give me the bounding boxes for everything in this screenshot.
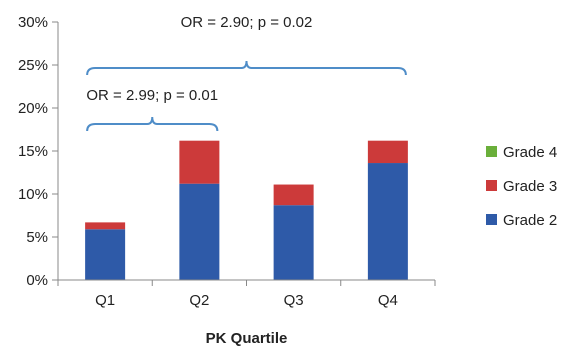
x-tick-label-q3: Q3	[284, 292, 304, 309]
y-tick-label: 10%	[18, 186, 48, 203]
legend: Grade 4 Grade 3 Grade 2	[486, 144, 557, 229]
y-tick-label: 20%	[18, 100, 48, 117]
bar-grade-2-q4	[367, 163, 408, 280]
legend-label: Grade 3	[503, 178, 557, 195]
x-tick-label-q4: Q4	[378, 292, 398, 309]
legend-swatch-grade-2	[486, 214, 497, 225]
annotations-group: OR = 2.90; p = 0.02 OR = 2.99; p = 0.01	[86, 14, 407, 132]
bar-grade-2-q1	[85, 229, 126, 280]
y-tick-label: 15%	[18, 143, 48, 160]
bar-grade-3-q4	[367, 140, 408, 164]
x-tick-label-q1: Q1	[95, 292, 115, 309]
x-axis-title: PK Quartile	[206, 330, 288, 347]
bar-grade-3-q3	[273, 184, 314, 206]
legend-label: Grade 4	[503, 144, 557, 161]
annotation-label: OR = 2.90; p = 0.02	[181, 14, 313, 31]
y-tick-label: 30%	[18, 14, 48, 31]
legend-label: Grade 2	[503, 212, 557, 229]
legend-swatch-grade-4	[486, 146, 497, 157]
y-tick-label: 5%	[26, 229, 48, 246]
annotation-bracket	[86, 116, 219, 132]
bar-grade-2-q2	[179, 183, 220, 280]
annotation-bracket	[86, 60, 407, 76]
y-tick-label: 25%	[18, 57, 48, 74]
bars-group	[85, 140, 408, 280]
annotation-label: OR = 2.99; p = 0.01	[86, 87, 218, 104]
x-axis-ticks: Q1 Q2 Q3 Q4	[57, 280, 436, 309]
y-axis-ticks: 0% 5% 10% 15% 20% 25% 30%	[18, 14, 58, 289]
y-tick-label: 0%	[26, 272, 48, 289]
bar-grade-3-q2	[179, 140, 220, 184]
bar-grade-2-q3	[273, 205, 314, 280]
legend-swatch-grade-3	[486, 180, 497, 191]
bar-grade-3-q1	[85, 222, 126, 230]
x-tick-label-q2: Q2	[189, 292, 209, 309]
